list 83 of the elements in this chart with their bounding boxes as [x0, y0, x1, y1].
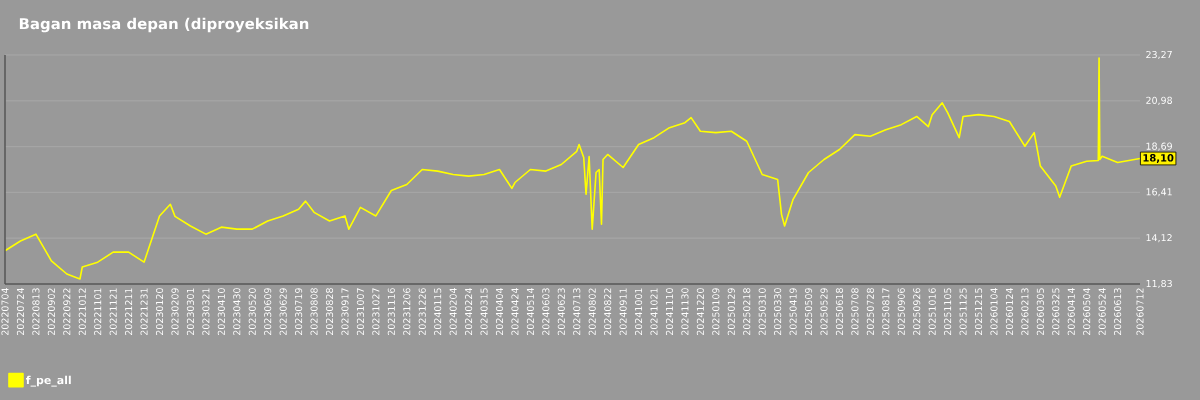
x-tick-label: 20220813 [32, 288, 40, 335]
x-tick-label: 20230321 [202, 288, 210, 335]
x-tick-label: 20220922 [63, 288, 71, 335]
x-tick-label: 20260524 [1098, 288, 1106, 335]
x-tick-label: 20230520 [248, 288, 256, 335]
x-tick-label: 20231116 [387, 288, 395, 335]
x-tick-label: 20241220 [696, 288, 704, 335]
x-tick-label: 20220704 [1, 288, 9, 335]
x-tick-label: 20240603 [542, 288, 550, 335]
x-tick-label: 20250817 [882, 288, 890, 335]
y-tick-label: 20,98 [1146, 96, 1172, 105]
x-tick-label: 20230629 [279, 288, 287, 335]
chart-title: Bagan masa depan (diproyeksikan [19, 17, 309, 33]
x-tick-label: 20250708 [851, 288, 859, 335]
x-tick-label: 20250109 [712, 288, 720, 335]
x-tick-label: 20250728 [866, 288, 874, 335]
x-tick-label: 20260213 [1021, 288, 1029, 335]
x-tick-label: 20260124 [1005, 288, 1014, 335]
x-tick-label: 20250926 [913, 288, 921, 335]
x-tick-label: 20250529 [820, 288, 828, 335]
x-tick-label: 20250330 [774, 288, 782, 335]
x-tick-label: 20240911 [619, 288, 627, 335]
x-tick-label: 20240424 [511, 288, 519, 335]
x-tick-label: 20260325 [1052, 288, 1060, 335]
x-tick-label: 20240404 [495, 288, 504, 335]
x-tick-label: 20231027 [372, 288, 380, 335]
x-tick-label: 20231206 [403, 288, 411, 335]
x-tick-label: 20251016 [928, 288, 936, 335]
x-tick-label: 20250129 [727, 288, 735, 335]
x-tick-label: 20260712 [1136, 288, 1144, 335]
x-tick-label: 20240822 [604, 288, 612, 335]
x-tick-label: 20221211 [125, 288, 133, 335]
x-tick-label: 20240514 [526, 288, 534, 335]
x-tick-label: 20240115 [434, 288, 442, 335]
y-tick-label: 23,27 [1146, 50, 1172, 60]
x-tick-label: 20230209 [171, 288, 179, 335]
y-tick-label: 11,83 [1146, 279, 1172, 289]
x-tick-label: 20220724 [16, 288, 25, 335]
x-tick-label: 20241110 [665, 288, 674, 335]
x-tick-label: 20230917 [341, 288, 349, 335]
x-tick-label: 20260104 [990, 288, 998, 335]
x-tick-label: 20251215 [974, 288, 983, 335]
x-tick-label: 20240802 [588, 288, 596, 335]
legend-label: f_pe_all [25, 375, 71, 387]
y-tick-label: 14,12 [1146, 234, 1172, 243]
x-tick-label: 20250419 [789, 288, 797, 335]
x-tick-label: 20230120 [155, 288, 164, 335]
x-tick-label: 20231007 [356, 288, 364, 335]
x-tick-label: 20230808 [310, 288, 318, 335]
x-tick-label: 20260613 [1114, 288, 1122, 335]
x-tick-label: 20230410 [217, 288, 225, 335]
y-tick-label: 18,69 [1146, 142, 1172, 151]
y-tick-label: 16,41 [1146, 188, 1172, 197]
x-tick-label: 20240224 [465, 288, 473, 335]
x-tick-label: 20241130 [681, 288, 689, 335]
x-tick-label: 20240204 [449, 288, 457, 335]
x-tick-label: 20221101 [94, 288, 102, 335]
x-tick-label: 20260504 [1083, 288, 1091, 335]
x-tick-label: 20221121 [109, 288, 117, 335]
x-tick-label: 20230719 [295, 288, 303, 335]
x-tick-label: 20230609 [264, 288, 272, 335]
x-tick-label: 20241021 [650, 288, 658, 335]
x-tick-label: 20231226 [418, 288, 426, 335]
x-tick-label: 20240713 [573, 288, 581, 335]
x-tick-label: 20240315 [480, 288, 488, 335]
x-tick-label: 20250218 [743, 288, 751, 335]
x-tick-label: 20250509 [804, 288, 813, 335]
x-tick-label: 20251105 [944, 288, 952, 335]
x-tick-label: 20250618 [835, 288, 844, 335]
x-tick-label: 20240623 [557, 288, 565, 335]
x-tick-label: 20230301 [186, 288, 195, 335]
x-tick-label: 20230430 [233, 288, 241, 335]
x-tick-label: 20241001 [634, 288, 643, 335]
x-tick-label: 20260414 [1067, 288, 1075, 335]
x-tick-label: 20221012 [78, 288, 86, 335]
x-tick-label: 20221231 [140, 288, 148, 335]
annotation: 18,10 [1143, 154, 1174, 163]
x-tick-label: 20220902 [47, 288, 55, 335]
x-tick-label: 20250906 [897, 288, 905, 335]
x-tick-label: 20251125 [959, 288, 967, 335]
x-tick-label: 20250310 [758, 288, 766, 335]
x-tick-label: 20230828 [325, 288, 334, 335]
x-tick-label: 20260305 [1036, 288, 1044, 335]
